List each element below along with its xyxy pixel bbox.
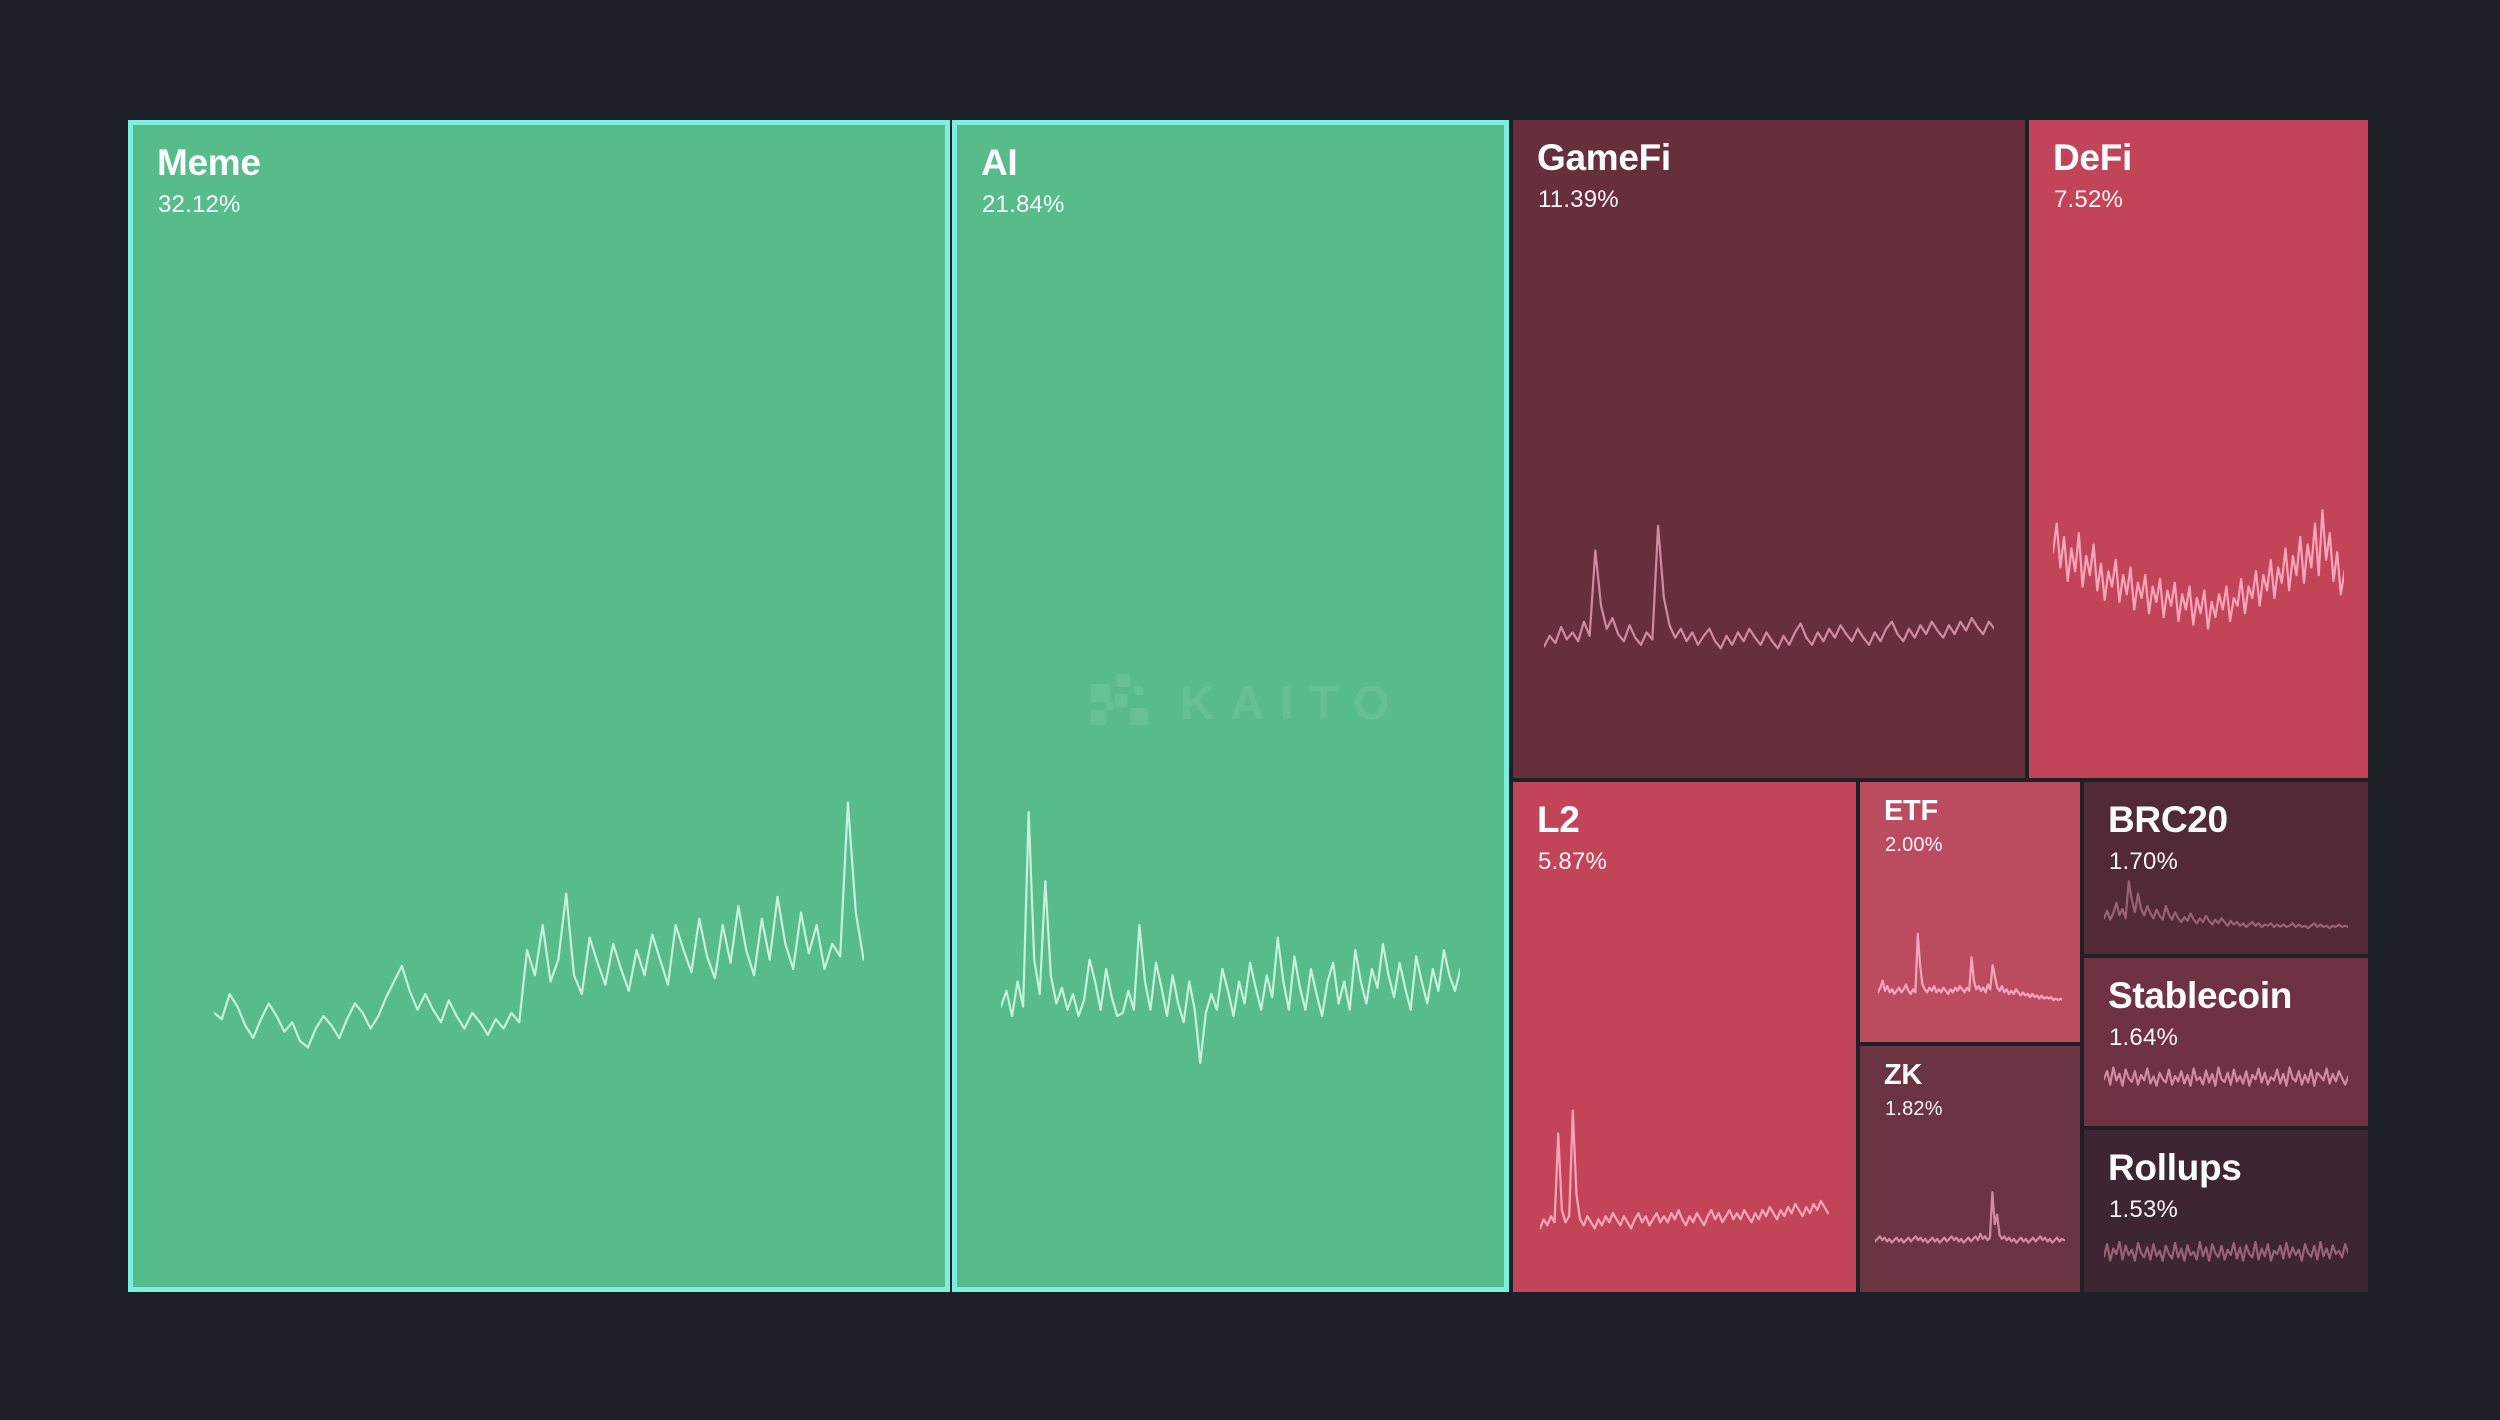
tile-percent: 32.12% — [158, 191, 241, 218]
tile-sparkline — [2104, 875, 2348, 937]
tile-sparkline — [1878, 930, 2063, 1008]
tile-title: Stablecoin — [2108, 975, 2293, 1016]
tile-sparkline — [2053, 495, 2345, 686]
tile-percent: 1.82% — [1885, 1098, 1943, 1120]
tile-percent: 2.00% — [1885, 834, 1943, 856]
tile-percent: 7.52% — [2054, 186, 2124, 213]
treemap-tile-l2[interactable]: L2 5.87% — [1513, 782, 1856, 1292]
tile-title: DeFi — [2053, 137, 2132, 178]
tile-percent: 5.87% — [1538, 848, 1608, 875]
tile-sparkline — [2104, 1047, 2348, 1101]
tile-title: ETF — [1884, 795, 1938, 827]
tile-percent: 1.53% — [2109, 1196, 2179, 1223]
tile-percent: 21.84% — [982, 191, 1065, 218]
treemap-tile-stablecoin[interactable]: Stablecoin 1.64% — [2084, 958, 2368, 1126]
treemap: Meme 32.12% AI 21.84% GameFi 11.39% DeFi 7.52% L… — [128, 120, 2368, 1292]
tile-title: ZK — [1884, 1059, 1923, 1091]
tile-title: Meme — [157, 142, 261, 183]
treemap-tile-meme[interactable]: Meme 32.12% — [128, 120, 950, 1292]
tile-percent: 1.64% — [2109, 1024, 2179, 1051]
treemap-tile-ai[interactable]: AI 21.84% — [952, 120, 1509, 1292]
treemap-tile-gamefi[interactable]: GameFi 11.39% — [1513, 120, 2025, 778]
tile-sparkline — [1540, 1103, 1828, 1256]
tile-title: L2 — [1537, 799, 1580, 840]
treemap-tile-brc20[interactable]: BRC20 1.70% — [2084, 782, 2368, 954]
tile-sparkline — [1544, 508, 1995, 686]
tile-sparkline — [1875, 1189, 2064, 1253]
treemap-tile-defi[interactable]: DeFi 7.52% — [2029, 120, 2368, 778]
tile-sparkline — [214, 787, 864, 1101]
tile-sparkline — [1001, 787, 1460, 1101]
tile-percent: 11.39% — [1538, 186, 1619, 213]
tile-title: GameFi — [1537, 137, 1671, 178]
treemap-tile-etf[interactable]: ETF 2.00% — [1860, 782, 2080, 1042]
tile-title: AI — [981, 142, 1018, 183]
tile-title: BRC20 — [2108, 799, 2228, 840]
treemap-tile-rollups[interactable]: Rollups 1.53% — [2084, 1130, 2368, 1292]
treemap-tile-zk[interactable]: ZK 1.82% — [1860, 1046, 2080, 1292]
tile-sparkline — [2104, 1221, 2348, 1276]
tile-percent: 1.70% — [2109, 848, 2179, 875]
tile-title: Rollups — [2108, 1147, 2242, 1188]
